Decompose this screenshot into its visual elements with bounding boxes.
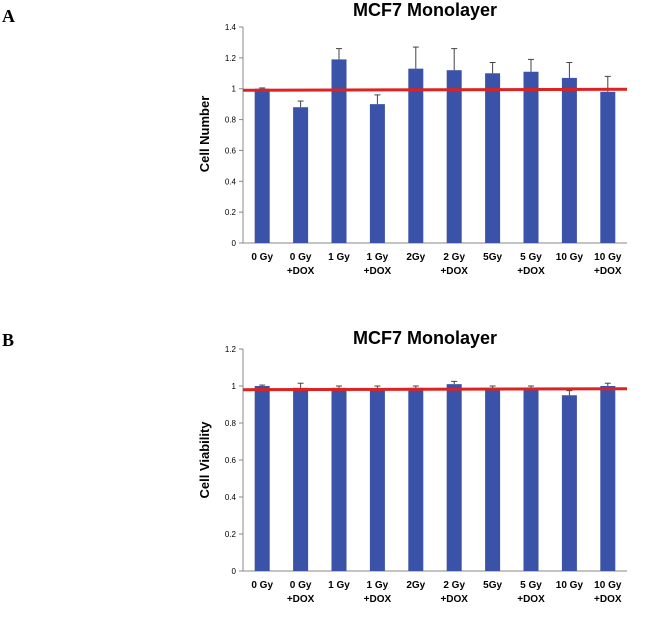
y-tick-label: 0 [232,567,237,576]
x-tick-label: 5Gy [483,580,502,591]
bar [446,384,462,571]
x-tick-label: 1 Gy [367,580,389,591]
x-tick-label: +DOX [594,266,622,277]
y-tick-label: 1.2 [225,54,237,63]
y-tick-label: 1.4 [225,23,237,32]
x-tick-label: 5 Gy [520,252,542,263]
x-tick-label: 0 Gy [290,252,312,263]
y-tick-label: 1 [232,382,237,391]
chart-title-a: MCF7 Monolayer [353,0,497,20]
bar [293,387,309,571]
x-tick-label: 1 Gy [328,252,350,263]
y-tick-label: 0.6 [225,456,237,465]
x-tick-label: +DOX [517,594,545,605]
y-tick-label: 0 [232,239,237,248]
x-tick-label: 0 Gy [290,580,312,591]
bar [293,107,309,243]
bar [254,88,270,243]
x-tick-label: +DOX [287,266,315,277]
panel-b: B MCF7 Monolayer Cell Viability 00.20.40… [2,328,628,605]
y-tick-label: 0.2 [225,208,237,217]
plot-area-b: 0 0.2 0.4 0.6 0.8 1 1.2 0 Gy 0 Gy +DOX 1 Gy 1 Gy +DO… [225,345,628,605]
bar [446,70,462,243]
x-tick-label: +DOX [594,594,622,605]
bar [369,389,385,571]
x-tick-label: 0 Gy [251,580,273,591]
x-tick-label: 10 Gy [594,580,622,591]
bar [408,68,424,244]
x-tick-label: 2Gy [406,580,425,591]
bar [600,386,616,571]
y-tick-label: 0.6 [225,146,237,155]
bar [254,386,270,571]
y-tick-label: 1 [232,85,237,94]
bar [523,387,539,571]
bar [561,395,577,571]
x-tick-label: +DOX [364,594,392,605]
panel-a: A MCF7 Monolayer Cell Number 00.20.40.60… [2,0,628,277]
x-tick-label: +DOX [440,594,468,605]
x-tick-label: +DOX [364,266,392,277]
bar [369,104,385,244]
x-tick-label: 2 Gy [443,252,465,263]
x-tick-label: +DOX [287,594,315,605]
x-tick-label: 0 Gy [251,252,273,263]
x-tick-label: 10 Gy [556,580,584,591]
x-tick-label: +DOX [517,266,545,277]
bar [331,387,347,571]
x-tick-label: 1 Gy [328,580,350,591]
plot-area-a: 0 0.2 0.4 0.6 0.8 1 1.2 1.4 0 Gy 0 Gy +DOX 1 Gy 1 Gy… [225,23,628,277]
bar [408,387,424,571]
reference-line [242,87,628,92]
chart-title-b: MCF7 Monolayer [353,328,497,348]
bar [523,71,539,243]
y-axis-label-b: Cell Viability [197,421,212,499]
x-tick-label: 1 Gy [367,252,389,263]
x-tick-label: 10 Gy [556,252,584,263]
bar [331,59,347,244]
y-tick-label: 0.2 [225,530,237,539]
reference-line [242,387,628,392]
x-tick-label: 2Gy [406,252,425,263]
y-tick-label: 0.4 [225,177,237,186]
y-tick-label: 0.8 [225,116,237,125]
y-axis-label-a: Cell Number [197,96,212,173]
x-tick-label: 10 Gy [594,252,622,263]
x-tick-label: +DOX [440,266,468,277]
y-tick-label: 1.2 [225,345,237,354]
bar [561,77,577,244]
panel-label-b: B [2,330,14,350]
x-tick-label: 5 Gy [520,580,542,591]
bar [600,91,616,243]
x-tick-label: 5Gy [483,252,502,263]
y-tick-label: 0.8 [225,419,237,428]
panel-label-a: A [2,6,15,26]
y-tick-label: 0.4 [225,493,237,502]
x-tick-label: 2 Gy [443,580,465,591]
bar [485,389,501,571]
bar [485,73,501,244]
